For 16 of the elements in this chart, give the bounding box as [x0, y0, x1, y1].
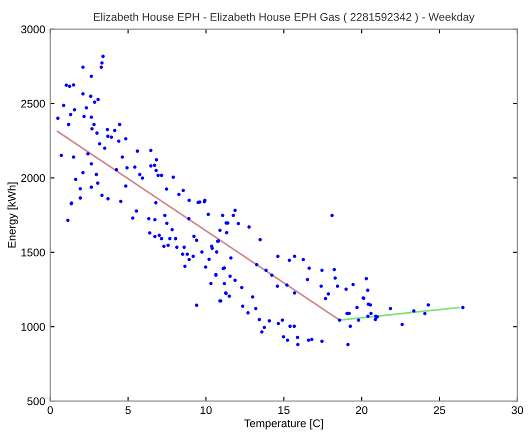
chart-title: Elizabeth House EPH - Elizabeth House EPH Gas ( 2281592342 ) - Weekday — [94, 12, 475, 24]
y-tick-label: 500 — [27, 397, 45, 406]
x-tick-label: 10 — [200, 406, 212, 414]
y-axis-title: Energy [kWh] — [8, 182, 18, 248]
y-tick-label: 2000 — [21, 174, 45, 182]
x-tick-label: 5 — [125, 406, 131, 414]
x-axis-title: Temperature [C] — [244, 419, 323, 430]
x-tick-label: 30 — [512, 406, 524, 414]
x-tick-label: 0 — [48, 406, 53, 414]
x-tick-label: 25 — [434, 406, 446, 414]
y-tick-label: 1500 — [22, 248, 45, 256]
x-tick-label: 15 — [278, 406, 290, 414]
x-tick-label: 20 — [356, 406, 368, 414]
y-tick-label: 3000 — [21, 25, 45, 34]
y-tick-label: 1000 — [22, 322, 45, 331]
y-tick-label: 2500 — [21, 100, 45, 108]
